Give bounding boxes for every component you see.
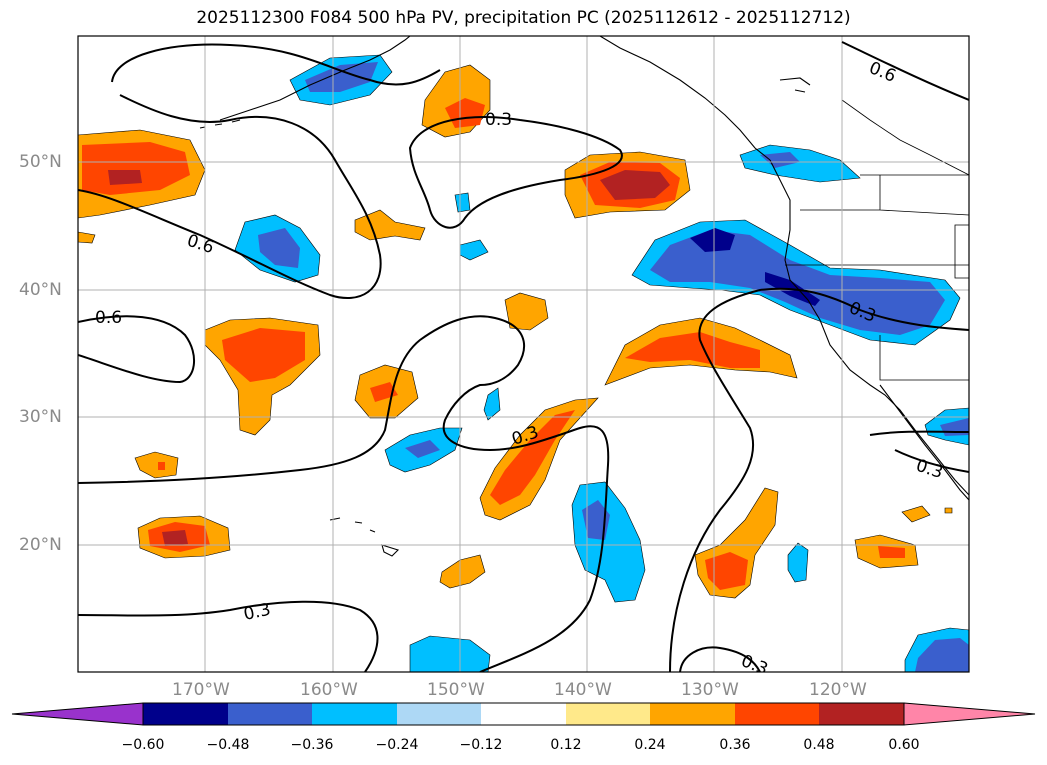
precip-blob bbox=[878, 546, 905, 558]
colorbar-tick-label: 0.60 bbox=[888, 737, 920, 753]
precip-blob bbox=[439, 554, 486, 589]
colorbar-tick-label: 0.24 bbox=[634, 737, 666, 753]
precip-blob bbox=[650, 230, 945, 335]
map-plot-area: 0.3 0.6 0.6 0.6 0.3 0.3 0.3 0.3 0.3 bbox=[78, 36, 969, 672]
colorbar-segment bbox=[312, 703, 397, 725]
pv-contour bbox=[408, 116, 623, 229]
precip-blob bbox=[490, 410, 575, 505]
precip-blob bbox=[305, 62, 378, 92]
pv-contour bbox=[78, 600, 379, 672]
colorbar-extend-right bbox=[903, 702, 1036, 726]
precip-blob bbox=[760, 152, 800, 168]
border-line bbox=[800, 175, 969, 216]
lon-label: 140°W bbox=[554, 680, 612, 700]
contour-label: 0.3 bbox=[485, 110, 512, 130]
pv-contours bbox=[78, 41, 969, 672]
colorbar-tick-label: −0.36 bbox=[290, 737, 334, 753]
colorbar-tick-label: −0.60 bbox=[121, 737, 165, 753]
colorbar-segment bbox=[481, 703, 566, 725]
island-small bbox=[779, 77, 811, 93]
alaska-coast bbox=[599, 36, 771, 161]
contour-label: 0.6 bbox=[95, 308, 122, 328]
colorbar-tick-label: 0.36 bbox=[719, 737, 751, 753]
precip-blob bbox=[944, 507, 953, 514]
colorbar-tick-label: −0.24 bbox=[375, 737, 419, 753]
lon-label: 150°W bbox=[427, 680, 485, 700]
lon-label: 160°W bbox=[300, 680, 358, 700]
precip-blob bbox=[108, 170, 142, 185]
lat-label: 20°N bbox=[19, 535, 62, 555]
precip-blob bbox=[690, 228, 735, 252]
colorbar-tick-label: −0.48 bbox=[206, 737, 250, 753]
lon-label: 130°W bbox=[681, 680, 739, 700]
precip-blob bbox=[483, 387, 501, 421]
pv-contour bbox=[841, 41, 969, 101]
border-line bbox=[879, 335, 969, 381]
west-coast bbox=[769, 159, 969, 496]
precip-blob bbox=[82, 142, 190, 195]
precip-blob bbox=[445, 98, 485, 128]
precip-blob bbox=[405, 440, 440, 458]
pv-contour bbox=[679, 646, 761, 672]
border-line bbox=[954, 224, 969, 279]
precip-blob bbox=[158, 462, 165, 470]
colorbar-segment bbox=[143, 703, 228, 725]
precip-blob bbox=[901, 505, 931, 523]
colorbar-segment bbox=[228, 703, 312, 725]
precip-blob bbox=[134, 451, 179, 479]
pv-contour bbox=[78, 315, 610, 672]
colorbar bbox=[11, 702, 1036, 726]
map-frame bbox=[77, 35, 970, 673]
map-title: 2025112300 F084 500 hPa PV, precipitatio… bbox=[196, 8, 851, 28]
precip-blob bbox=[625, 332, 760, 368]
hawaii-islands bbox=[329, 517, 400, 557]
colorbar-extend-left bbox=[11, 702, 144, 726]
precip-positive-blobs bbox=[78, 64, 953, 599]
pv-contour bbox=[78, 94, 382, 300]
colorbar-tick-label: 0.48 bbox=[803, 737, 835, 753]
pv-contour bbox=[869, 430, 969, 473]
precip-blob bbox=[705, 552, 748, 590]
colorbar-segment bbox=[819, 703, 904, 725]
precip-blob bbox=[600, 170, 670, 200]
lat-label: 40°N bbox=[19, 280, 62, 300]
coastlines bbox=[199, 36, 969, 557]
colorbar-tick-label: −0.12 bbox=[459, 737, 503, 753]
colorbar-segment bbox=[735, 703, 819, 725]
baja-coast bbox=[879, 384, 969, 501]
colorbar-segment bbox=[566, 703, 650, 725]
colorbar-tick-label: 0.12 bbox=[550, 737, 582, 753]
lat-label: 30°N bbox=[19, 407, 62, 427]
precip-blob bbox=[915, 638, 969, 672]
pv-contour bbox=[111, 43, 441, 86]
precip-blob bbox=[409, 635, 491, 672]
precip-blob bbox=[787, 542, 809, 583]
graticule bbox=[78, 36, 969, 672]
precip-blob bbox=[454, 192, 471, 213]
pv-contour bbox=[78, 315, 196, 384]
precip-blob bbox=[504, 292, 549, 331]
colorbar-segment bbox=[397, 703, 481, 725]
precip-blob bbox=[78, 231, 96, 244]
precip-blob bbox=[162, 530, 188, 546]
pv-contour bbox=[669, 287, 969, 672]
lat-label: 50°N bbox=[19, 152, 62, 172]
precip-blob bbox=[258, 228, 300, 268]
lon-label: 170°W bbox=[172, 680, 230, 700]
colorbar-segment bbox=[650, 703, 735, 725]
alaska-coast bbox=[219, 36, 411, 121]
precip-blob bbox=[222, 328, 305, 382]
island-small bbox=[199, 119, 241, 129]
lon-label: 120°W bbox=[809, 680, 867, 700]
precip-blob bbox=[354, 209, 426, 241]
